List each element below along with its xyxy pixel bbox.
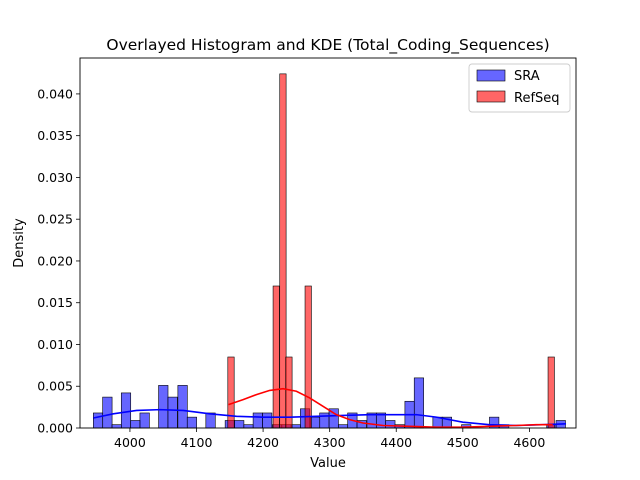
x-axis-label: Value	[310, 456, 346, 471]
sra-bar-34	[413, 377, 424, 429]
sra-bar-1	[102, 396, 113, 429]
sra-bar-4	[130, 420, 141, 429]
plot-frame	[79, 57, 577, 429]
x-tick-label: 4600	[513, 435, 545, 450]
legend-swatch-refseq	[476, 90, 506, 103]
y-tick-label: 0.000	[37, 421, 73, 436]
x-tick-label: 4000	[114, 435, 146, 450]
y-ticks: 0.000 0.005 0.010 0.015 0.020 0.025 0.030 0.035…	[37, 86, 80, 436]
sra-bar-16	[243, 424, 254, 429]
y-tick-label: 0.010	[37, 337, 73, 352]
sra-bar-23	[310, 416, 321, 429]
legend: SRA RefSeq	[468, 63, 571, 113]
sra-bar-7	[158, 385, 169, 429]
refseq-bar-5	[547, 356, 555, 429]
sra-bar-17	[252, 412, 263, 429]
sra-bar-21	[290, 424, 301, 429]
sra-bar-9	[177, 385, 188, 429]
sra-bar-8	[167, 396, 178, 429]
y-tick-label: 0.030	[37, 170, 73, 185]
refseq-bar-2	[279, 73, 287, 429]
x-ticks: 4000 4100 4200 4300 4400 4500 4600	[114, 428, 545, 450]
refseq-bar-0	[227, 356, 235, 429]
sra-bar-5	[139, 412, 150, 429]
legend-swatch-sra	[476, 69, 506, 82]
sra-bar-12	[205, 412, 216, 429]
y-tick-label: 0.040	[37, 86, 73, 101]
sra-bar-26	[338, 424, 349, 429]
sra-bar-15	[234, 420, 245, 429]
sra-bar-31	[385, 420, 396, 429]
x-tick-label: 4500	[447, 435, 479, 450]
sra-bar-0	[93, 412, 104, 429]
x-tick-label: 4100	[181, 435, 213, 450]
refseq-bar-1	[272, 285, 280, 429]
chart-title: Overlayed Histogram and KDE (Total_Codin…	[106, 36, 549, 55]
legend-label-refseq: RefSeq	[514, 91, 560, 106]
sra-bar-3	[120, 392, 132, 429]
refseq-bar-4	[304, 285, 312, 429]
x-tick-label: 4300	[314, 435, 346, 450]
sra-kde-line	[93, 408, 567, 427]
y-axis-label: Density	[12, 218, 27, 268]
sra-bar-10	[186, 416, 197, 429]
x-tick-label: 4200	[247, 435, 279, 450]
y-tick-label: 0.020	[37, 253, 73, 268]
kde-layer	[93, 387, 567, 428]
refseq-kde-line	[228, 387, 553, 428]
legend-label-sra: SRA	[514, 69, 540, 84]
sra-bar-18	[262, 412, 273, 429]
y-tick-label: 0.025	[37, 212, 73, 227]
y-tick-label: 0.015	[37, 295, 73, 310]
y-tick-label: 0.035	[37, 128, 73, 143]
sra-bar-2	[111, 424, 122, 429]
x-tick-label: 4400	[380, 435, 412, 450]
y-tick-label: 0.005	[37, 379, 73, 394]
